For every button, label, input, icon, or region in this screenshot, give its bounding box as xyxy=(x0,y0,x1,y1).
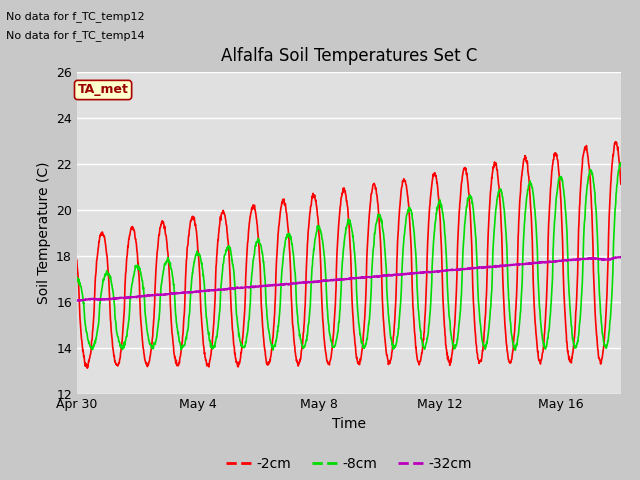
Text: TA_met: TA_met xyxy=(77,84,129,96)
Legend: -2cm, -8cm, -32cm: -2cm, -8cm, -32cm xyxy=(220,452,477,477)
Text: No data for f_TC_temp14: No data for f_TC_temp14 xyxy=(6,30,145,41)
Y-axis label: Soil Temperature (C): Soil Temperature (C) xyxy=(36,162,51,304)
Title: Alfalfa Soil Temperatures Set C: Alfalfa Soil Temperatures Set C xyxy=(221,47,477,65)
Text: No data for f_TC_temp12: No data for f_TC_temp12 xyxy=(6,11,145,22)
X-axis label: Time: Time xyxy=(332,417,366,431)
